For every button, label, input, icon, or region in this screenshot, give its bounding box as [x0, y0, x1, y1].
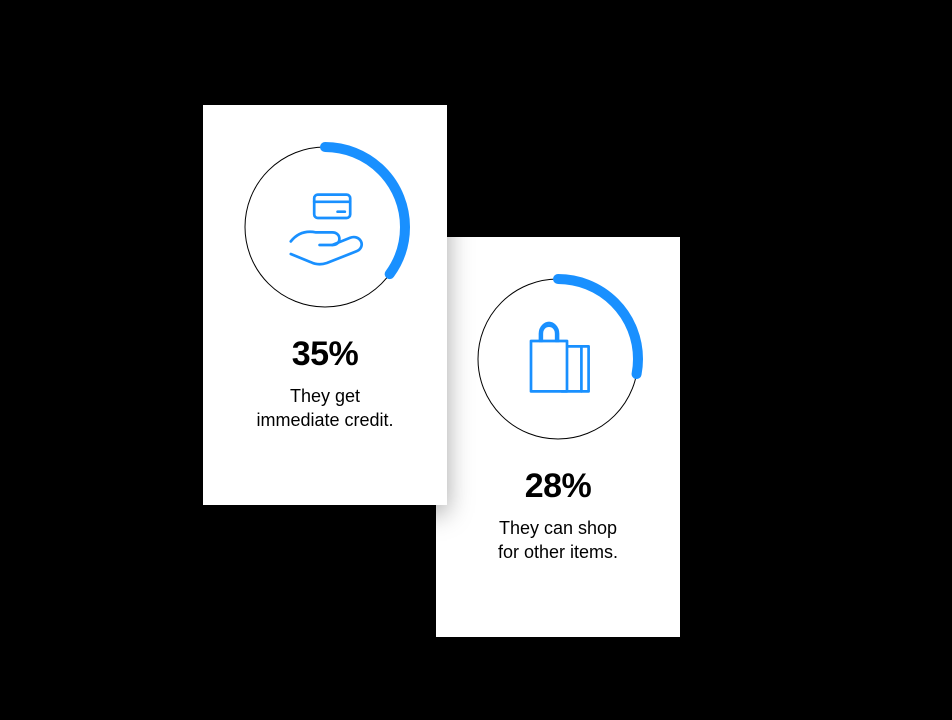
stat-card-credit: 35% They getimmediate credit.: [203, 105, 447, 505]
progress-ring: [239, 141, 411, 313]
shopping-bags-icon: [472, 273, 644, 445]
stat-card-shop: 28% They can shopfor other items.: [436, 237, 680, 637]
description: They getimmediate credit.: [256, 384, 393, 433]
progress-ring: [472, 273, 644, 445]
percent-value: 28%: [525, 467, 592, 506]
description: They can shopfor other items.: [498, 516, 618, 565]
percent-value: 35%: [292, 335, 359, 374]
hand-card-icon: [239, 141, 411, 313]
